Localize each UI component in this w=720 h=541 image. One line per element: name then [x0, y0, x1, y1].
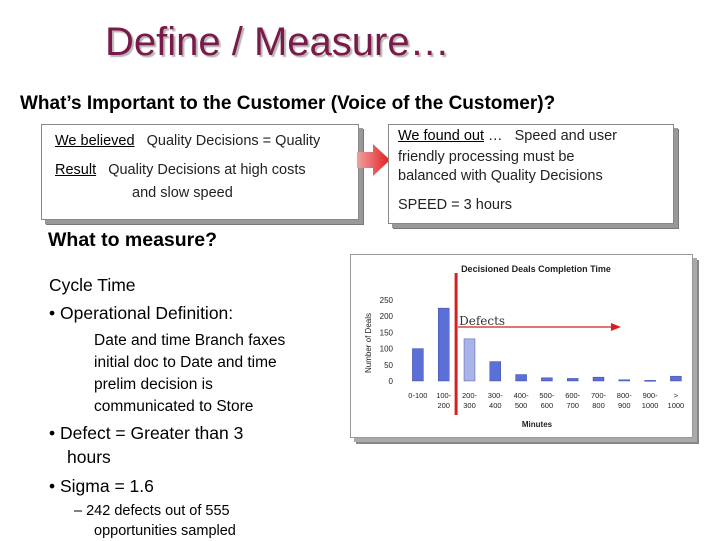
definition-line-4: communicated to Store	[94, 398, 254, 415]
y-tick-label: 50	[384, 361, 393, 370]
x-tick-label: 600-700	[565, 391, 581, 410]
x-tick-label: 300-400	[488, 391, 504, 410]
believed-label: We believed	[55, 133, 135, 149]
chart-bar	[618, 379, 630, 382]
chart-bar	[592, 376, 605, 382]
result-text-1: Quality Decisions at high costs	[108, 162, 306, 178]
finding-box: We found out … Speed and user friendly p…	[388, 124, 674, 224]
found-line: We found out … Speed and user	[398, 128, 617, 144]
page-title: Define / Measure…	[105, 20, 450, 64]
belief-box: We believed Quality Decisions = Quality …	[41, 124, 359, 220]
cycle-time-label: Cycle Time	[49, 275, 136, 295]
chart-x-axis-label: Minutes	[522, 420, 553, 429]
defect-line-1: • Defect = Greater than 3	[49, 423, 244, 443]
defects-annotation: Defects	[459, 314, 505, 328]
found-text-1: Speed and user	[514, 128, 618, 144]
completion-time-chart: Decisioned Deals Completion Time Number …	[350, 254, 693, 438]
chart-bar	[566, 378, 579, 382]
x-tick-label: >1000	[668, 391, 685, 410]
chart-bar	[515, 374, 527, 382]
page-subtitle: What’s Important to the Customer (Voice …	[20, 93, 556, 114]
y-tick-label: 100	[380, 345, 394, 354]
chart-svg: Decisioned Deals Completion Time Number …	[364, 264, 685, 429]
x-tick-label: 500-600	[539, 391, 555, 410]
x-tick-label: 700-800	[591, 391, 607, 410]
result-line: Result Quality Decisions at high costs	[55, 162, 306, 178]
definition-text: Date and time Branch faxes initial doc t…	[94, 330, 285, 418]
chart-bar	[463, 338, 476, 382]
arrow-right-icon	[357, 144, 390, 176]
y-tick-label: 250	[380, 296, 394, 305]
x-tick-label: 900-1000	[642, 391, 659, 410]
definition-line-1: Date and time Branch faxes	[94, 332, 286, 349]
chart-bar	[670, 375, 682, 382]
y-tick-label: 150	[380, 328, 394, 337]
sample-line-1: – 242 defects out of 555	[74, 503, 230, 519]
chart-bar	[437, 307, 450, 382]
chart-bar	[489, 361, 502, 382]
measure-heading: What to measure?	[48, 229, 218, 251]
chart-bar	[541, 377, 553, 382]
defects-arrowhead	[611, 323, 621, 331]
speed-text: SPEED = 3 hours	[398, 197, 513, 213]
found-text-3: balanced with Quality Decisions	[398, 168, 603, 184]
found-label: We found out	[398, 128, 484, 144]
believed-line: We believed Quality Decisions = Quality	[55, 133, 320, 149]
chart-y-axis-label: Number of Deals	[364, 313, 373, 373]
x-tick-label: 800-900	[617, 391, 633, 410]
believed-text: Quality Decisions = Quality	[146, 133, 321, 149]
sigma-line: • Sigma = 1.6	[49, 476, 154, 496]
operational-definition: • Operational Definition:	[49, 303, 234, 323]
found-ellipsis: …	[488, 128, 503, 144]
x-tick-label: 200-300	[462, 391, 478, 410]
x-tick-label: 100-200	[436, 391, 452, 410]
definition-line-3: prelim decision is	[94, 376, 213, 393]
chart-bar	[412, 348, 424, 382]
x-tick-label: 0-100	[408, 391, 427, 400]
sample-line-2: opportunities sampled	[94, 523, 236, 539]
chart-title: Decisioned Deals Completion Time	[461, 264, 611, 274]
result-label: Result	[55, 162, 97, 178]
y-tick-label: 200	[380, 312, 394, 321]
defect-line-2: hours	[67, 447, 111, 467]
definition-line-2: initial doc to Date and time	[94, 354, 277, 371]
found-text-2: friendly processing must be	[398, 149, 575, 165]
x-tick-label: 400-500	[514, 391, 530, 410]
chart-bar	[644, 380, 656, 382]
result-text-2: and slow speed	[132, 185, 233, 201]
y-tick-label: 0	[389, 377, 394, 386]
